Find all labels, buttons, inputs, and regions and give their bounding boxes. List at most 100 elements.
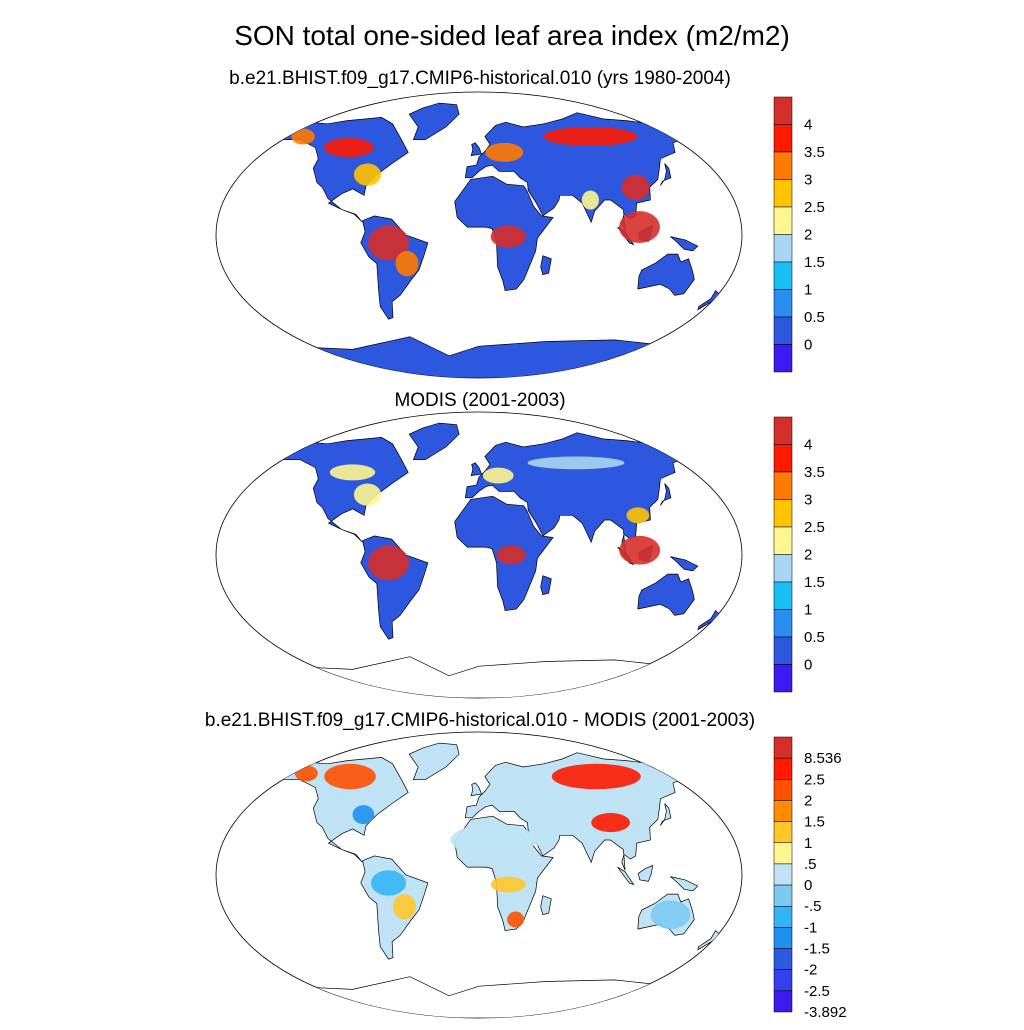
continent-madagascar [540, 895, 552, 916]
field-region-alaska [291, 128, 315, 145]
field-region-central-africa [490, 876, 526, 893]
colorbar-segment [773, 179, 793, 208]
field-region-central-africa [496, 545, 526, 565]
colorbar-segment [773, 821, 793, 844]
colorbar-segment [773, 757, 793, 780]
field-region-se-asia [619, 211, 660, 243]
colorbar-tick-label: 1 [804, 835, 812, 852]
colorbar-segment [773, 636, 793, 665]
field-region-east-us [353, 483, 382, 506]
continent-madagascar [540, 575, 552, 596]
colorbar-segment [773, 779, 793, 801]
colorbar-segment [773, 499, 793, 528]
colorbar-segment [773, 96, 793, 125]
map-panel-modis: 4 3.5 3 2.5 2 1.5 1 0.5 0 [215, 411, 825, 699]
continent-north-america [281, 437, 409, 543]
colorbar-tick-label: 2.5 [804, 199, 825, 216]
panel-title-difference: b.e21.BHIST.f09_g17.CMIP6-historical.010… [204, 710, 756, 731]
colorbar-segment [773, 471, 793, 500]
field-region-siberia [551, 763, 641, 790]
colorbar-segment [773, 234, 793, 263]
colorbar-tick-label: 4 [804, 117, 812, 134]
colorbar-segment [773, 969, 793, 992]
field-region-canada-boreal [329, 464, 376, 481]
continent-uk [470, 462, 482, 477]
colorbar-tick-label: 2 [804, 547, 812, 564]
colorbar-segment [773, 736, 793, 759]
colorbar-tick-label: 0 [804, 877, 812, 894]
field-region-india [581, 190, 599, 210]
colorbar-tick-label: 0.5 [804, 629, 825, 646]
colorbar-segment [773, 289, 793, 318]
continent-borneo [637, 864, 654, 882]
colorbar-tick-label: 1.5 [804, 254, 825, 271]
colorbar-tick-label: -.5 [804, 898, 822, 915]
field-region-south-africa [507, 911, 525, 928]
field-region-east-us [353, 163, 382, 186]
continent-australia [637, 573, 695, 616]
field-region-amazon [371, 870, 407, 896]
field-region-canada [324, 763, 376, 790]
field-region-alaska [294, 765, 318, 782]
colorbar-segment [773, 609, 793, 638]
field-region-europe [485, 142, 524, 162]
field-region-australia [650, 900, 691, 930]
continent-uk [470, 782, 482, 797]
field-region-china-south [626, 507, 650, 524]
continent-new-guinea [670, 876, 699, 892]
colorbar-segment [773, 151, 793, 180]
colorbar-segment [773, 261, 793, 290]
field-region-central-africa [490, 225, 526, 248]
colorbar-segment [773, 526, 793, 555]
colorbar-tick-label: .5 [804, 856, 817, 873]
colorbar-segment [773, 990, 793, 1013]
colorbar-tick-label: -1.5 [804, 941, 830, 958]
colorbar-tick-label: -3.892 [804, 1004, 847, 1021]
colorbar-tick-label: -2.5 [804, 983, 830, 1000]
main-title: SON total one-sided leaf area index (m2/… [234, 20, 790, 51]
colorbar-tick-label: 3 [804, 492, 812, 509]
colorbar-segment [773, 316, 793, 345]
continent-japan [659, 803, 672, 826]
field-region-arabia [528, 824, 558, 847]
field-region-amazon [368, 545, 409, 581]
colorbar-segment [773, 344, 793, 373]
continent-greenland [408, 102, 460, 141]
colorbar-segment [773, 206, 793, 235]
field-region-canada-boreal [324, 138, 374, 158]
colorbar-tick-label: 2.5 [804, 519, 825, 536]
colorbar-tick-label: 0 [804, 657, 812, 674]
colorbar-tick-label: 2 [804, 792, 812, 809]
colorbar-tick-label: -2 [804, 962, 817, 979]
colorbar-tick-label: 0 [804, 337, 812, 354]
field-region-siberia-boreal [543, 126, 638, 147]
continent-antarctica [284, 976, 675, 1018]
field-region-sahara [450, 824, 537, 856]
colorbar-tick-label: 2.5 [804, 771, 825, 788]
field-region-europe [482, 467, 514, 484]
continent-antarctica [284, 656, 675, 698]
colorbar-segment [773, 444, 793, 473]
colorbar-segment [773, 124, 793, 153]
continent-sumatra [617, 866, 635, 886]
field-layer [291, 126, 660, 277]
colorbar: 4 3.5 3 2.5 2 1.5 1 0.5 0 [773, 96, 825, 373]
field-region-siberia-boreal [527, 456, 625, 470]
land-layer [281, 422, 722, 698]
colorbar-tick-label: 4 [804, 437, 812, 454]
continent-australia [637, 253, 695, 296]
continent-madagascar [540, 255, 552, 276]
continent-japan [659, 163, 672, 186]
colorbar-segment [773, 884, 793, 907]
field-layer [329, 456, 661, 581]
colorbar-segment [773, 842, 793, 865]
field-region-brazil-south [392, 894, 416, 920]
colorbar: 4 3.5 3 2.5 2 1.5 1 0.5 0 [773, 416, 825, 693]
field-layer [294, 763, 691, 930]
field-region-brazil-east [395, 250, 419, 277]
colorbar-segment [773, 927, 793, 949]
colorbar-tick-label: 1.5 [804, 574, 825, 591]
colorbar-tick-label: 2 [804, 227, 812, 244]
